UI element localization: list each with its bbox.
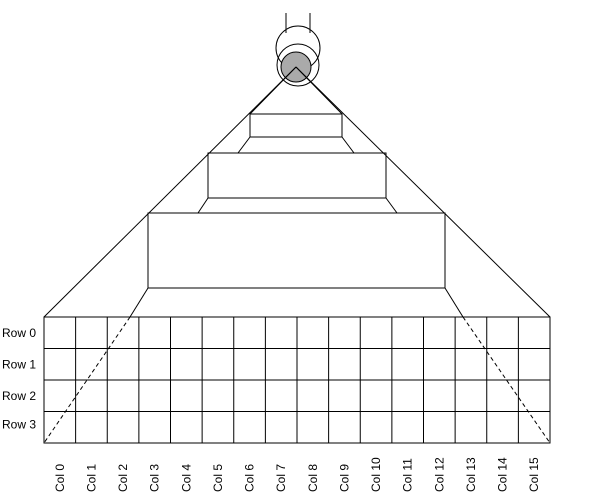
- frame-2-bevel-left: [197, 197, 209, 214]
- frame-3-bevel-right: [444, 287, 464, 318]
- frame-1-bevel-right: [341, 136, 355, 154]
- column-label: Col 1: [84, 464, 98, 492]
- column-label: Col 14: [496, 457, 510, 492]
- frame-1: [249, 113, 343, 138]
- column-label: Col 6: [243, 464, 257, 492]
- row-labels: Row 0 Row 1 Row 2 Row 3: [2, 326, 36, 432]
- fov-left-line: [43, 66, 297, 318]
- dashed-guides: [43, 316, 551, 444]
- dashed-guide-left: [43, 316, 131, 444]
- column-label: Col 5: [211, 464, 225, 492]
- column-label: Col 10: [369, 457, 383, 492]
- column-label: Col 15: [527, 457, 541, 492]
- field-of-view: [43, 66, 551, 318]
- row-label: Row 1: [2, 358, 36, 372]
- frame-1-bevel-left: [237, 136, 251, 154]
- column-label: Col 12: [432, 457, 446, 492]
- frame-2-bevel-right: [385, 197, 398, 214]
- row-label: Row 2: [2, 389, 36, 403]
- column-label: Col 13: [464, 457, 478, 492]
- frame-2: [207, 152, 387, 199]
- camera: [275, 13, 321, 87]
- column-label: Col 3: [148, 464, 162, 492]
- column-label: Col 0: [53, 464, 67, 492]
- inner-ray-right: [295, 66, 343, 115]
- column-label: Col 7: [274, 464, 288, 492]
- pixel-grid: [43, 316, 551, 444]
- column-labels: Col 0 Col 1 Col 2 Col 3 Col 4 Col 5 Col 6 Col 7…: [53, 457, 541, 492]
- dashed-guide-right: [462, 316, 551, 444]
- fov-right-line: [295, 66, 551, 318]
- column-label: Col 11: [401, 458, 415, 492]
- inner-ray-left: [249, 66, 297, 115]
- column-label: Col 4: [179, 464, 193, 492]
- column-label: Col 2: [116, 464, 130, 492]
- frame-3-bevel-left: [129, 287, 149, 318]
- row-label: Row 0: [2, 326, 36, 340]
- frame-3: [147, 212, 446, 289]
- stepped-frames: [129, 113, 464, 318]
- column-label: Col 9: [337, 464, 351, 492]
- row-label: Row 3: [2, 418, 36, 432]
- camera-middle-ring: [276, 43, 320, 87]
- column-label: Col 8: [306, 464, 320, 492]
